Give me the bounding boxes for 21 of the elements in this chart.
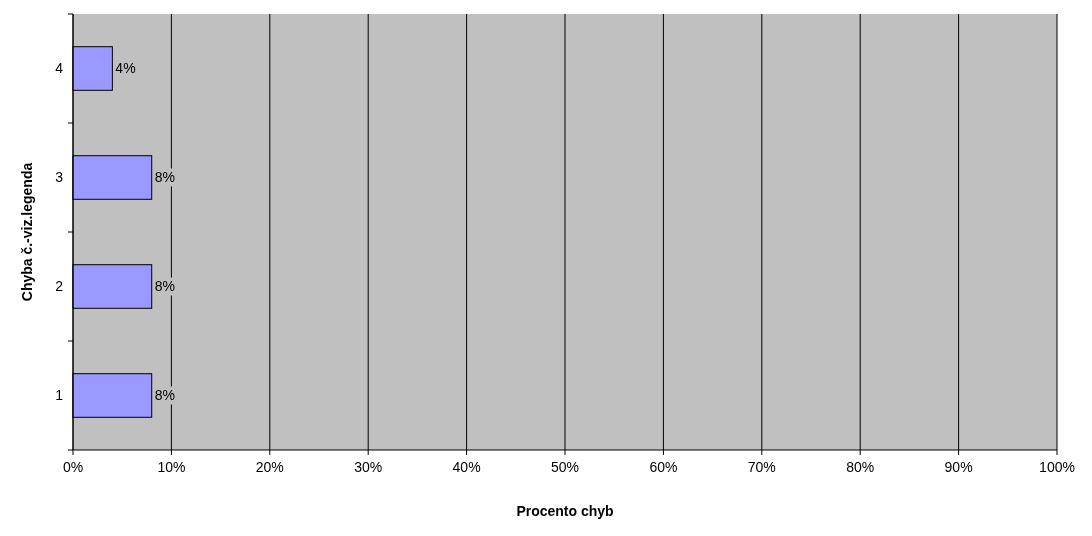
- data-label: 8%: [154, 169, 175, 186]
- x-tick-label: 60%: [649, 459, 678, 475]
- data-label: 8%: [154, 387, 175, 404]
- x-tick-label: 10%: [157, 459, 186, 475]
- x-tick-label: 0%: [62, 459, 84, 475]
- x-tick-label: 30%: [354, 459, 383, 475]
- x-tick-label: 50%: [550, 459, 580, 475]
- y-tick-label: 2: [55, 278, 64, 295]
- y-tick-label: 3: [55, 169, 64, 186]
- x-tick-label: 90%: [944, 459, 973, 475]
- y-axis-title: Chyba č.-viz.legenda: [19, 162, 35, 302]
- x-tick-label: 20%: [255, 459, 284, 475]
- x-axis-title: Procento chyb: [516, 503, 614, 519]
- data-label: 8%: [154, 278, 175, 295]
- x-tick-label: 100%: [1039, 459, 1075, 475]
- x-tick-label: 70%: [747, 459, 776, 475]
- y-tick-label: 4: [55, 60, 64, 77]
- x-tick-label: 80%: [846, 459, 875, 475]
- data-label: 4%: [115, 60, 136, 77]
- x-tick-label: 40%: [452, 459, 481, 475]
- y-tick-label: 1: [55, 387, 64, 404]
